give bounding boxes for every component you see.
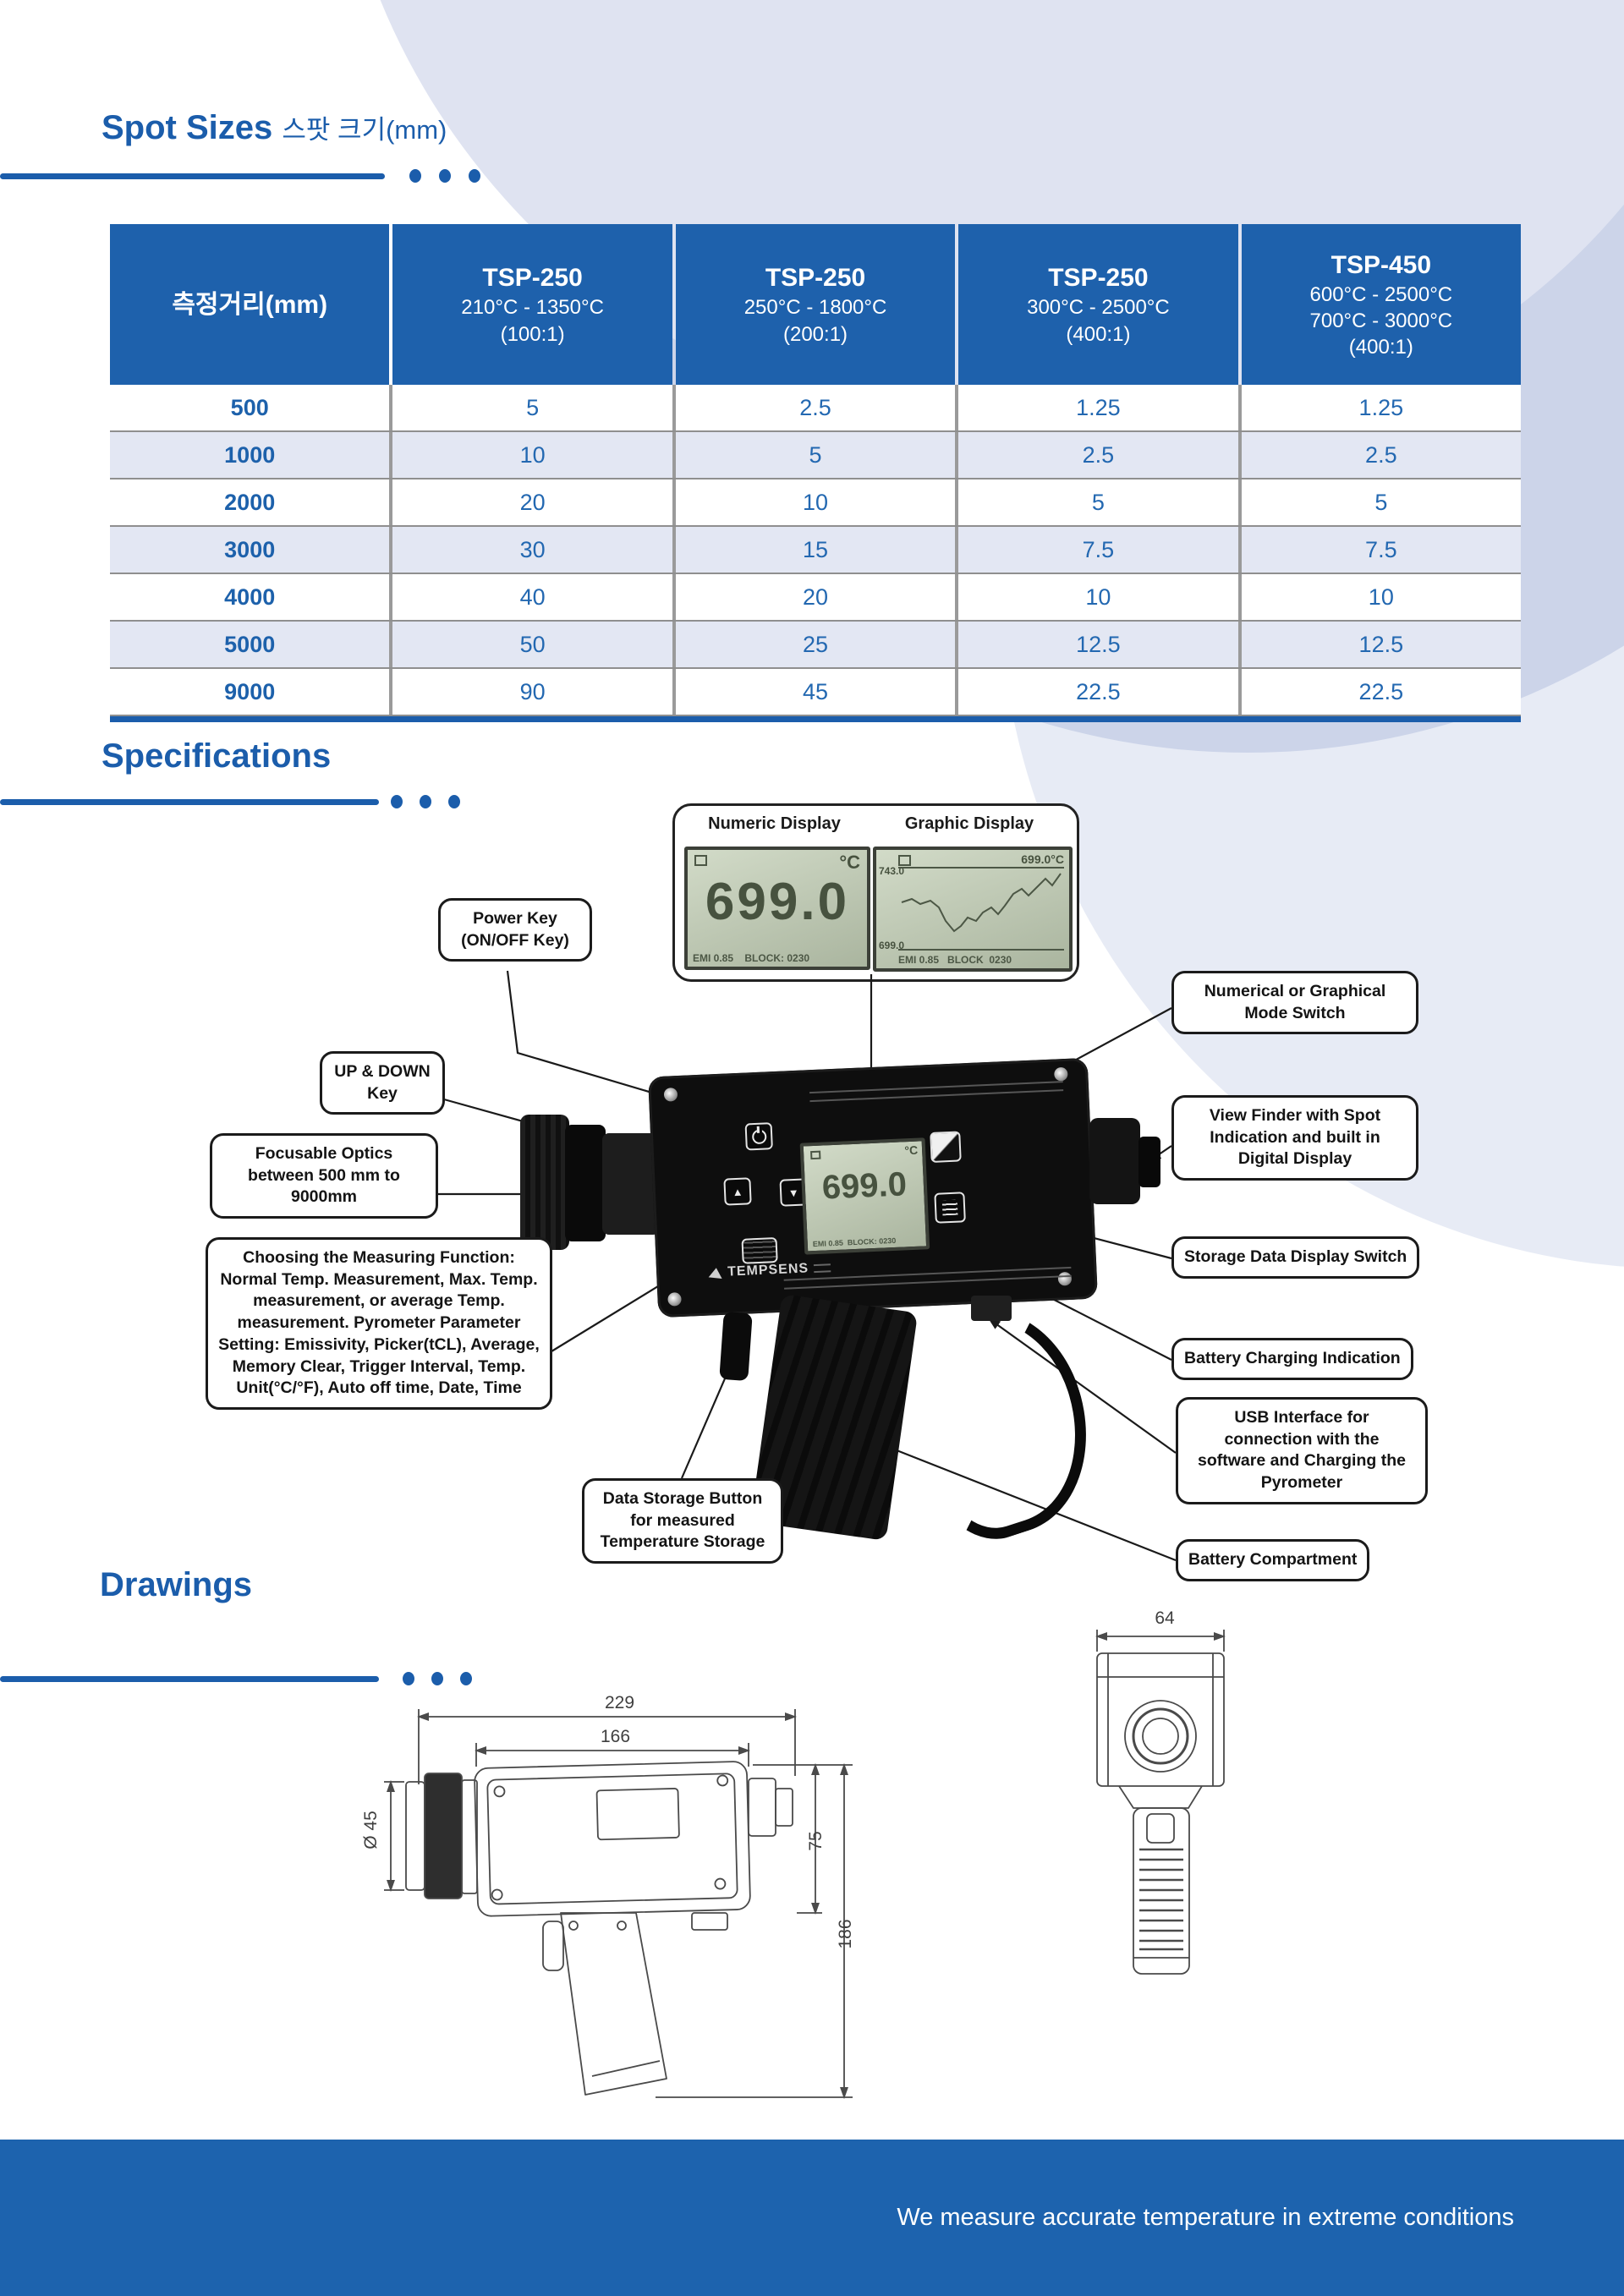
device-screen-value: 699.0 bbox=[820, 1165, 908, 1207]
distance-header-label: 측정거리(mm) bbox=[172, 290, 328, 319]
divider-dot bbox=[409, 169, 421, 183]
table-row: 2000 20 10 5 5 bbox=[110, 479, 1522, 527]
spot-sizes-title: Spot Sizes bbox=[102, 109, 273, 146]
col-header-distance: 측정거리(mm) bbox=[110, 224, 390, 385]
dim-width-total: 229 bbox=[604, 1693, 635, 1712]
lens-mount bbox=[602, 1133, 660, 1235]
callout-battery-charging: Battery Charging Indication bbox=[1171, 1338, 1413, 1380]
callout-view-finder: View Finder with Spot Indication and bui… bbox=[1171, 1095, 1418, 1181]
specifications-heading: Specifications bbox=[102, 737, 332, 775]
callout-measuring-function: Choosing the Measuring Function: Normal … bbox=[206, 1237, 552, 1411]
dim-height-total: 186 bbox=[836, 1919, 855, 1949]
section-divider bbox=[0, 799, 379, 805]
dim-front-width: 64 bbox=[1155, 1608, 1175, 1628]
divider-dot bbox=[460, 1672, 472, 1685]
callout-storage-data-switch: Storage Data Display Switch bbox=[1171, 1236, 1420, 1279]
table-row: 3000 30 15 7.5 7.5 bbox=[110, 527, 1522, 574]
table-row: 4000 40 20 10 10 bbox=[110, 574, 1522, 622]
brand-label: TEMPSENS bbox=[727, 1261, 809, 1280]
lcd-envelope-icon bbox=[810, 1150, 821, 1160]
device-screen: °C 699.0 EMI 0.85 BLOCK: 0230 bbox=[799, 1137, 930, 1255]
footer-tagline: We measure accurate temperature in extre… bbox=[897, 2204, 1514, 2231]
lens-ring bbox=[565, 1125, 606, 1241]
dim-height-body: 75 bbox=[806, 1831, 826, 1851]
table-row: 500 5 2.5 1.25 1.25 bbox=[110, 385, 1522, 432]
drawings-heading: Drawings bbox=[100, 1566, 253, 1603]
eyepiece bbox=[1089, 1118, 1140, 1204]
spot-sizes-heading: Spot Sizes 스팟 크기(mm) bbox=[102, 108, 447, 147]
trigger bbox=[719, 1311, 753, 1382]
lcd-envelope-icon bbox=[694, 855, 707, 866]
callout-power-key: Power Key (ON/OFF Key) bbox=[438, 898, 592, 962]
callout-data-storage: Data Storage Button for measured Tempera… bbox=[582, 1478, 783, 1564]
col-header-tsp250-100: TSP-250 210°C - 1350°C (100:1) bbox=[392, 224, 672, 385]
spot-sizes-subtitle: 스팟 크기(mm) bbox=[282, 115, 447, 145]
callout-battery-compartment: Battery Compartment bbox=[1176, 1539, 1370, 1581]
display-modes-panel: Numeric Display Graphic Display °C 699.0… bbox=[672, 803, 1079, 982]
device-body: ▲ ▼ °C 699.0 EMI 0.85 BLOCK: 0230 TEMPSE… bbox=[648, 1057, 1098, 1318]
power-button bbox=[744, 1122, 773, 1151]
usb-connector bbox=[971, 1296, 1012, 1321]
spot-size-table: 측정거리(mm) TSP-250 210°C - 1350°C (100:1) … bbox=[110, 224, 1522, 722]
table-row: 5000 50 25 12.5 12.5 bbox=[110, 622, 1522, 669]
section-divider bbox=[0, 173, 385, 179]
dim-width-body: 166 bbox=[600, 1727, 631, 1746]
storage-icon bbox=[941, 1199, 958, 1216]
front-view-drawing bbox=[1095, 1630, 1226, 1975]
callout-usb-interface: USB Interface for connection with the so… bbox=[1176, 1397, 1428, 1504]
divider-dot bbox=[403, 1672, 414, 1685]
graphic-display-lcd: 699.0°C 743.0 699.0 EMI 0.85 BLOCK 0230 bbox=[873, 847, 1073, 972]
graphic-status: EMI 0.85 BLOCK 0230 bbox=[898, 954, 1012, 966]
numeric-display-lcd: °C 699.0 EMI 0.85 BLOCK: 0230 bbox=[684, 847, 870, 970]
divider-dot bbox=[431, 1672, 443, 1685]
mode-switch-button bbox=[930, 1131, 962, 1163]
screw bbox=[667, 1292, 682, 1307]
section-divider bbox=[0, 1676, 379, 1682]
numeric-unit: °C bbox=[839, 852, 860, 873]
divider-dot bbox=[391, 795, 403, 808]
table-bottom-rule bbox=[110, 716, 1521, 722]
body-pinstripe bbox=[809, 1081, 1064, 1103]
dim-lens-diameter: Ø 45 bbox=[361, 1811, 381, 1849]
table-header-row: 측정거리(mm) TSP-250 210°C - 1350°C (100:1) … bbox=[110, 224, 1522, 385]
brand-dashes bbox=[813, 1263, 831, 1274]
divider-dot bbox=[439, 169, 451, 183]
col-header-tsp450: TSP-450 600°C - 2500°C 700°C - 3000°C (40… bbox=[1241, 224, 1522, 385]
divider-dot bbox=[420, 795, 431, 808]
storage-display-button bbox=[934, 1192, 966, 1224]
col-header-tsp250-200: TSP-250 250°C - 1800°C (200:1) bbox=[675, 224, 956, 385]
graphic-current-value: 699.0°C bbox=[1021, 852, 1064, 866]
up-button: ▲ bbox=[723, 1177, 752, 1206]
numeric-status: EMI 0.85 BLOCK: 0230 bbox=[693, 952, 810, 964]
divider-dot bbox=[448, 795, 460, 808]
screw bbox=[663, 1087, 678, 1102]
divider-dot bbox=[469, 169, 480, 183]
power-icon bbox=[751, 1128, 767, 1144]
func-button bbox=[741, 1237, 778, 1264]
graphic-ymax: 743.0 bbox=[879, 865, 905, 877]
device-screen-status: EMI 0.85 BLOCK: 0230 bbox=[812, 1236, 897, 1249]
col-header-tsp250-400: TSP-250 300°C - 2500°C (400:1) bbox=[958, 224, 1238, 385]
eyepiece-cup bbox=[1138, 1137, 1160, 1187]
callout-mode-switch: Numerical or Graphical Mode Switch bbox=[1171, 971, 1418, 1035]
screw bbox=[1054, 1066, 1068, 1082]
table-row: 1000 10 5 2.5 2.5 bbox=[110, 432, 1522, 479]
lcd-envelope-icon bbox=[898, 855, 911, 866]
device-screen-unit: °C bbox=[904, 1143, 919, 1158]
numeric-value: 699.0 bbox=[705, 873, 850, 931]
lens-barrel bbox=[520, 1115, 569, 1250]
table-row: 9000 90 45 22.5 22.5 bbox=[110, 669, 1522, 716]
side-view-drawing bbox=[384, 1709, 853, 2100]
callout-focusable-optics: Focusable Optics between 500 mm to 9000m… bbox=[210, 1133, 438, 1219]
brand-logo-icon bbox=[708, 1267, 723, 1279]
graphic-trend-line bbox=[898, 867, 1064, 951]
callout-up-down-key: UP & DOWN Key bbox=[320, 1051, 445, 1115]
graphic-display-label: Graphic Display bbox=[904, 814, 1034, 833]
footer-band: We measure accurate temperature in extre… bbox=[0, 2140, 1624, 2296]
graphic-ymin: 699.0 bbox=[879, 940, 905, 951]
numeric-display-label: Numeric Display bbox=[708, 814, 841, 833]
